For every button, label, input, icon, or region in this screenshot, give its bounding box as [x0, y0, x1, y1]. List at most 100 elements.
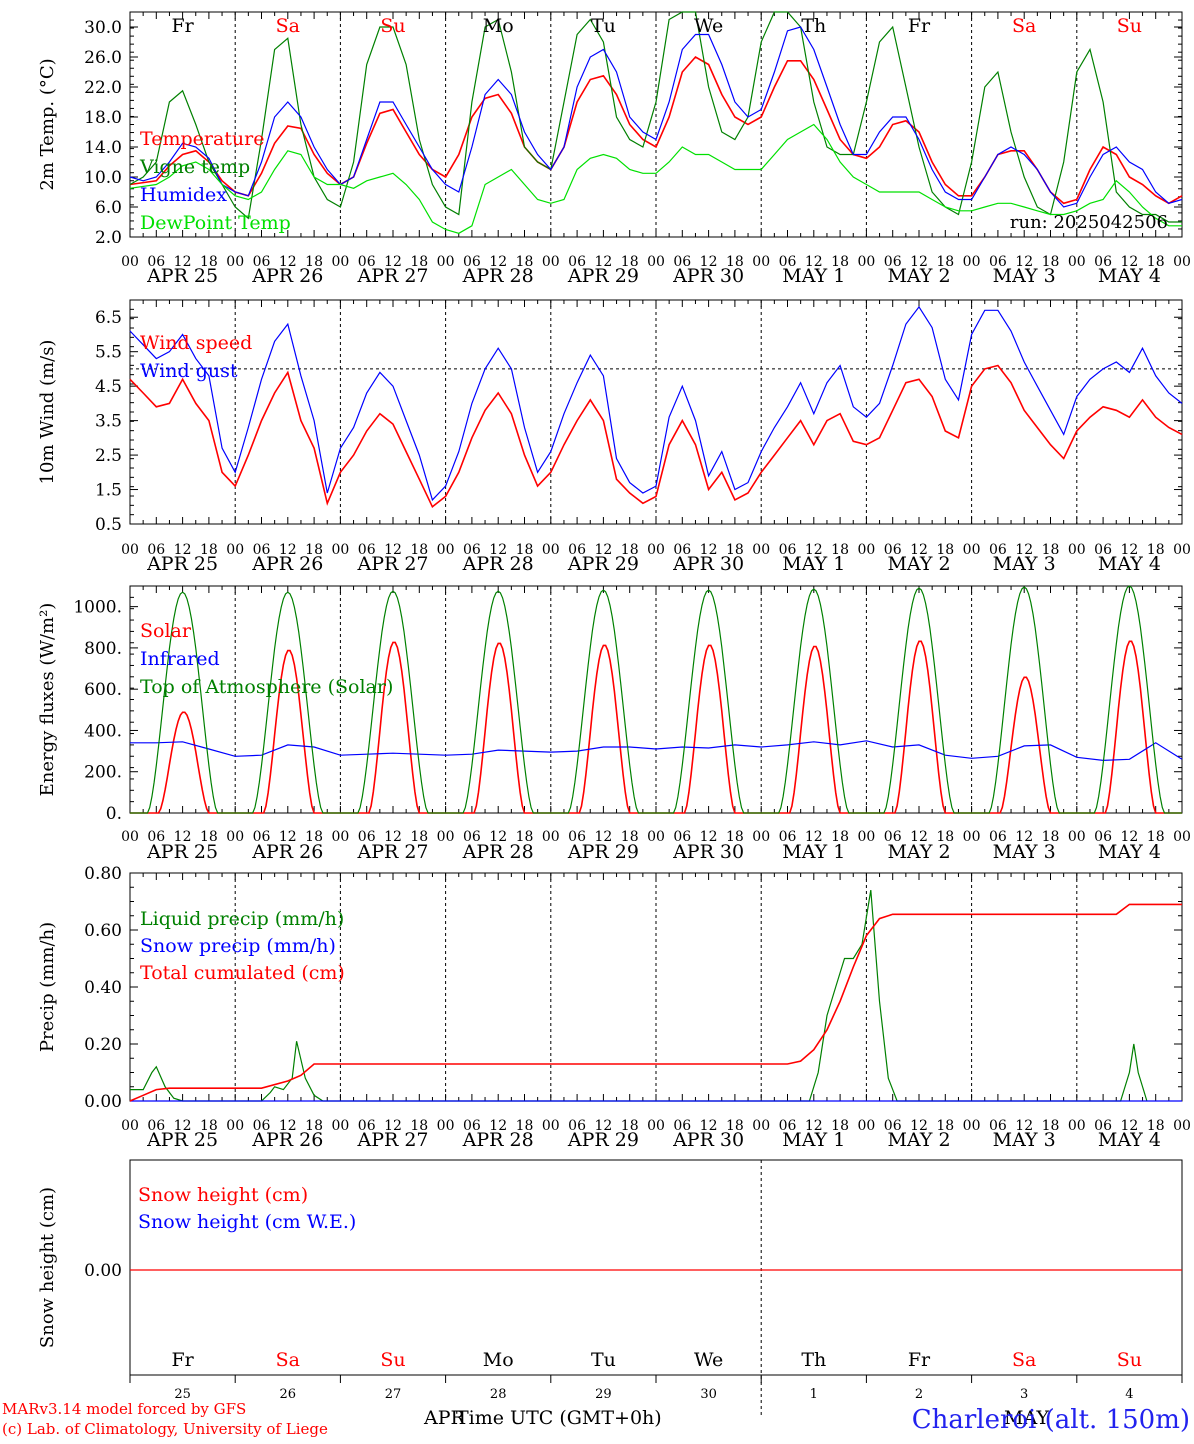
hour-tick-label: 18	[516, 542, 534, 558]
hour-tick-label: 12	[1015, 254, 1033, 270]
hour-tick-label: 18	[410, 829, 428, 845]
hour-tick-label: 06	[147, 829, 165, 845]
hour-tick-label: 00	[647, 254, 665, 270]
weekday-label: We	[694, 1349, 723, 1371]
hour-tick-label: 06	[779, 542, 797, 558]
legend-entry-total-cumulated-cm: Total cumulated (cm)	[140, 962, 345, 984]
weekday-label: Su	[380, 15, 405, 37]
y-tick-label: 0.	[106, 804, 122, 824]
hour-tick-label: 18	[200, 1118, 218, 1134]
hour-tick-label: 12	[384, 1118, 402, 1134]
hour-tick-label: 18	[410, 1118, 428, 1134]
hour-tick-label: 00	[1068, 542, 1086, 558]
hour-tick-label: 12	[594, 542, 612, 558]
weekday-label: Th	[801, 15, 826, 37]
y-tick-label: 6.0	[95, 198, 122, 218]
hour-tick-label: 00	[857, 542, 875, 558]
hour-tick-label: 18	[305, 254, 323, 270]
credit-line-2: (c) Lab. of Climatology, University of L…	[2, 1420, 328, 1438]
hour-tick-label: 12	[910, 542, 928, 558]
hour-tick-label: 06	[568, 542, 586, 558]
series-line-dewpoint-temp	[129, 123, 1182, 234]
series-line-solar	[130, 640, 1182, 814]
hour-tick-label: 06	[253, 542, 271, 558]
hour-tick-label: 12	[1120, 829, 1138, 845]
hour-tick-label: 00	[437, 1118, 455, 1134]
hour-tick-label: 12	[1015, 1118, 1033, 1134]
hour-tick-label: 18	[305, 542, 323, 558]
y-tick-label: 6.5	[95, 308, 122, 328]
y-tick-label: 2.0	[95, 228, 122, 248]
legend-entry-dewpoint-temp: DewPoint Temp	[140, 212, 291, 234]
legend-entry-wind-speed: Wind speed	[140, 332, 252, 354]
hour-tick-label: 18	[200, 829, 218, 845]
series-line-infrared	[130, 740, 1183, 762]
hour-tick-label: 00	[963, 254, 981, 270]
month-label-may: MAY	[1004, 1407, 1049, 1429]
date-label: APR 27	[356, 841, 428, 863]
panel-energy: 0. 200. 400. 600. 800. 1000. Energy fluxes (W/…	[37, 585, 1191, 863]
hour-tick-label: 12	[1120, 254, 1138, 270]
hour-tick-label: 12	[489, 254, 507, 270]
y-tick-label: 1.5	[95, 481, 122, 501]
y-tick-label: 0.60	[84, 921, 122, 941]
hour-tick-label: 00	[437, 542, 455, 558]
panel-temp: 2.0 6.0 10.0 14.0 18.0 22.0 26.0 30.0 2m Temp. (…	[37, 11, 1191, 287]
day-number-label: 26	[280, 1387, 297, 1402]
date-label: APR 26	[251, 265, 323, 287]
date-label: MAY 4	[1098, 1129, 1161, 1151]
date-label: MAY 4	[1098, 553, 1161, 575]
hour-tick-label: 12	[1120, 542, 1138, 558]
month-label-apr: APR	[423, 1407, 466, 1429]
series-line-total-cumulated-cm	[129, 903, 1182, 1102]
hour-tick-label: 12	[910, 1118, 928, 1134]
hour-tick-label: 12	[700, 254, 718, 270]
hour-tick-label: 18	[621, 1118, 639, 1134]
weekday-label: Fr	[171, 15, 194, 37]
series-line-top-of-atmosphere-solar	[130, 585, 1182, 814]
hour-tick-label: 18	[726, 542, 744, 558]
hour-tick-label: 12	[279, 1118, 297, 1134]
plot-frame-wind	[129, 299, 1183, 525]
hour-tick-label: 12	[594, 829, 612, 845]
hour-tick-label: 00	[647, 829, 665, 845]
hour-tick-label: 00	[226, 542, 244, 558]
hour-tick-label: 18	[410, 542, 428, 558]
date-label: APR 27	[356, 553, 428, 575]
hour-tick-label: 00	[857, 1118, 875, 1134]
weekday-label: Sa	[276, 1349, 300, 1371]
y-tick-label: 400.	[84, 721, 122, 741]
legend-entry-humidex: Humidex	[140, 184, 227, 206]
hour-tick-label: 18	[936, 1118, 954, 1134]
panel-snow: 0.00 Snow height (cm) Snow height (cm) Snow…	[37, 1159, 1183, 1415]
weekday-label: Mo	[483, 1349, 514, 1371]
hour-tick-label: 12	[489, 542, 507, 558]
station-title: Charleroi (alt. 150m)	[912, 1405, 1190, 1435]
legend-entry-liquid-precip-mm-h: Liquid precip (mm/h)	[140, 908, 344, 930]
hour-tick-label: 00	[752, 542, 770, 558]
hour-tick-label: 00	[752, 254, 770, 270]
date-label: APR 26	[251, 841, 323, 863]
hour-tick-label: 12	[805, 542, 823, 558]
date-label: MAY 1	[782, 553, 845, 575]
hour-tick-label: 06	[989, 1118, 1007, 1134]
y-tick-label: 10.0	[84, 168, 122, 188]
hour-tick-label: 18	[1042, 829, 1060, 845]
y-tick-label: 22.0	[84, 78, 122, 98]
hour-tick-label: 12	[700, 1118, 718, 1134]
hour-tick-label: 06	[884, 829, 902, 845]
hour-tick-label: 00	[752, 1118, 770, 1134]
hour-tick-label: 12	[700, 542, 718, 558]
hour-tick-label: 12	[805, 829, 823, 845]
weekday-label: Sa	[1012, 1349, 1036, 1371]
hour-tick-label: 18	[516, 254, 534, 270]
hour-tick-label: 06	[147, 254, 165, 270]
weekday-label: Su	[1117, 15, 1142, 37]
hour-tick-label: 12	[1120, 1118, 1138, 1134]
y-axis-label: Snow height (cm)	[37, 1187, 58, 1348]
hour-tick-label: 00	[121, 1118, 139, 1134]
y-tick-label: 30.0	[84, 18, 122, 38]
plot-frame-temp	[129, 11, 1183, 238]
date-label: MAY 2	[887, 553, 950, 575]
hour-tick-label: 00	[226, 829, 244, 845]
